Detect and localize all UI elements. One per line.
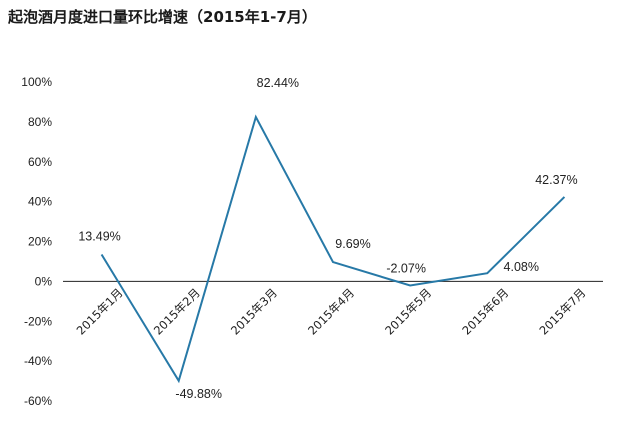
chart-title: 起泡酒月度进口量环比增速（2015年1-7月）: [8, 8, 317, 26]
x-category-label: 2015年5月: [382, 286, 434, 338]
series-line: [100, 114, 566, 384]
x-category-label: 2015年4月: [305, 286, 357, 338]
y-tick-label: -60%: [24, 394, 52, 408]
data-label: 42.37%: [535, 173, 577, 187]
x-category-label: 2015年1月: [74, 286, 126, 338]
data-labels: 13.49% -49.88% 82.44% 9.69% -2.07% 4.08% 42.37…: [78, 76, 577, 401]
y-tick-label: 20%: [28, 235, 52, 249]
data-label: 4.08%: [504, 260, 539, 274]
y-tick-label: 0%: [35, 274, 53, 288]
y-tick-label: 40%: [28, 195, 52, 209]
data-label: -2.07%: [386, 262, 426, 276]
y-tick-label: 100%: [21, 75, 52, 89]
data-label: -49.88%: [175, 387, 222, 401]
x-category-label: 2015年6月: [459, 286, 511, 338]
data-label: 13.49%: [78, 229, 120, 243]
x-category-label: 2015年2月: [151, 286, 203, 338]
y-axis-ticks: 100% 80% 60% 40% 20% 0% -20% -40% -60%: [21, 75, 52, 408]
y-tick-label: 80%: [28, 115, 52, 129]
y-tick-label: -40%: [24, 354, 52, 368]
x-category-label: 2015年7月: [537, 286, 589, 338]
x-axis-labels: 2015年1月 2015年2月 2015年3月 2015年4月 2015年5月 2015年…: [74, 286, 589, 338]
data-label: 9.69%: [335, 237, 370, 251]
y-tick-label: -20%: [24, 314, 52, 328]
x-category-label: 2015年3月: [228, 286, 280, 338]
y-tick-label: 60%: [28, 155, 52, 169]
data-label: 82.44%: [257, 76, 299, 90]
